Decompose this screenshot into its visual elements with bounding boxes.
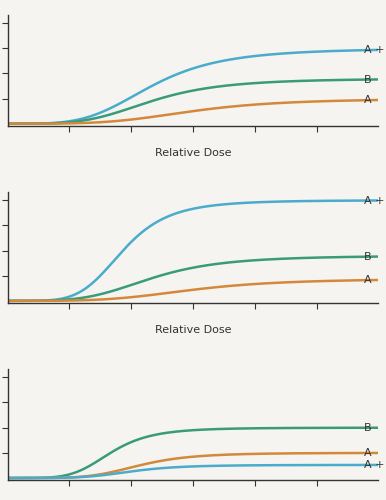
Text: Relative Dose: Relative Dose xyxy=(155,148,231,158)
Text: B: B xyxy=(364,74,371,85)
Text: A + B: A + B xyxy=(364,46,386,56)
Text: A: A xyxy=(364,448,371,458)
Text: A + B: A + B xyxy=(364,196,386,205)
Text: A + B: A + B xyxy=(364,460,386,470)
Text: A: A xyxy=(364,96,371,106)
Text: A: A xyxy=(364,276,371,285)
Text: Relative Dose: Relative Dose xyxy=(155,325,231,335)
Text: B: B xyxy=(364,252,371,262)
Text: B: B xyxy=(364,423,371,433)
